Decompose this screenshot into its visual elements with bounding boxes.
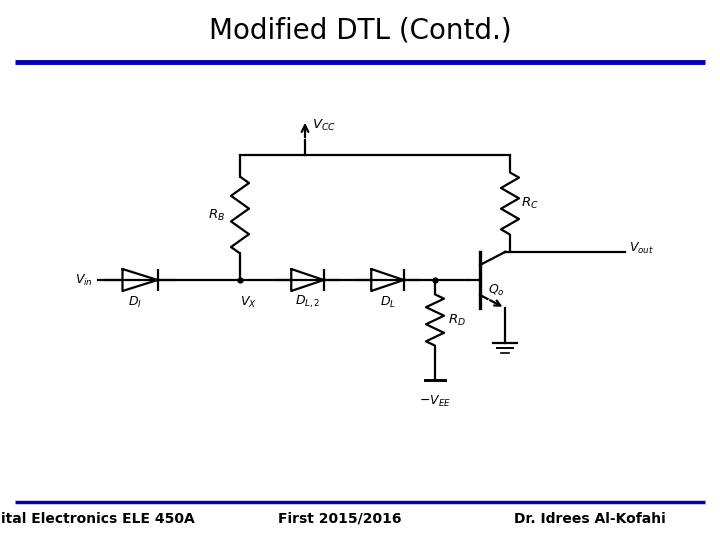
Text: $D_{L,2}$: $D_{L,2}$ (294, 294, 320, 310)
Text: Modified DTL (Contd.): Modified DTL (Contd.) (209, 16, 511, 44)
Text: Dr. Idrees Al-Kofahi: Dr. Idrees Al-Kofahi (514, 512, 666, 526)
Text: $D_L$: $D_L$ (379, 294, 395, 309)
Text: $V_{out}$: $V_{out}$ (629, 240, 654, 255)
Text: First 2015/2016: First 2015/2016 (278, 512, 402, 526)
Text: $Q_o$: $Q_o$ (488, 282, 505, 298)
Text: $V_{CC}$: $V_{CC}$ (312, 117, 336, 132)
Text: $R_B$: $R_B$ (207, 207, 225, 222)
Text: $V_{in}$: $V_{in}$ (75, 273, 93, 287)
Text: $R_C$: $R_C$ (521, 196, 539, 211)
Text: $- V_{EE}$: $- V_{EE}$ (419, 394, 451, 409)
Text: $V_X$: $V_X$ (240, 294, 256, 309)
Text: Digital Electronics ELE 450A: Digital Electronics ELE 450A (0, 512, 195, 526)
Text: $R_D$: $R_D$ (448, 313, 466, 328)
Text: $D_I$: $D_I$ (128, 294, 142, 309)
